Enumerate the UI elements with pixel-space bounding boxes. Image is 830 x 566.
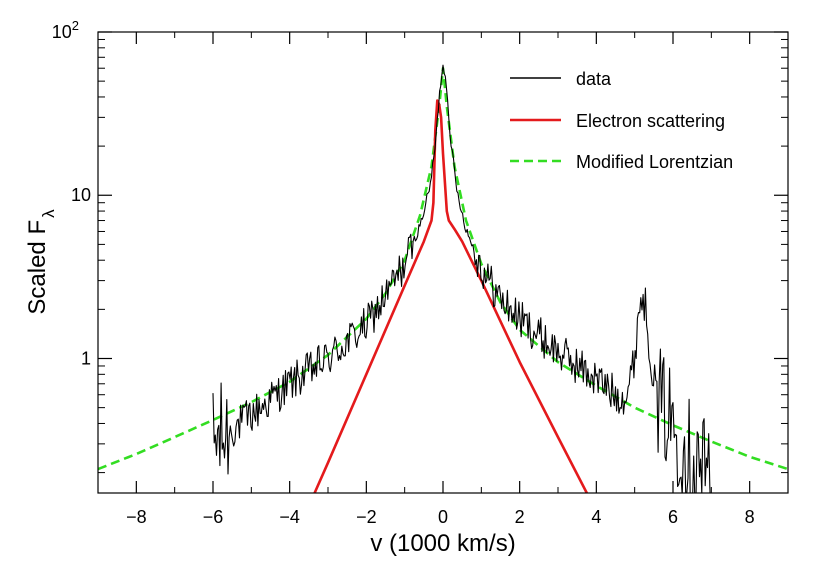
legend-label-data: data <box>576 69 612 89</box>
minor-ticks <box>97 32 789 493</box>
y-axis-label-main: Scaled F <box>24 220 51 315</box>
x-tick-label: 0 <box>438 507 448 527</box>
x-tick-label: 6 <box>668 507 678 527</box>
y-tick-label-exponent: 2 <box>72 18 79 33</box>
series-layer <box>98 64 788 493</box>
x-tick-label: −8 <box>126 507 147 527</box>
legend: data Electron scattering Modified Lorent… <box>510 69 733 172</box>
plot-frame <box>97 31 789 494</box>
x-tick-label: 8 <box>745 507 755 527</box>
x-tick-label: 4 <box>591 507 601 527</box>
legend-label-electron-scattering: Electron scattering <box>576 111 725 131</box>
x-tick-label: 2 <box>515 507 525 527</box>
x-tick-label: −2 <box>356 507 377 527</box>
y-tick-label: 10 <box>71 185 91 205</box>
y-axis-label-subscript: λ <box>39 209 58 218</box>
y-tick-label-base: 10 <box>52 22 72 42</box>
y-tick-label: 1 <box>81 348 91 368</box>
series-line-electron-scattering <box>313 99 588 493</box>
series-line-data <box>212 64 711 493</box>
x-tick-label: −6 <box>203 507 224 527</box>
y-axis-label: Scaled F λ <box>24 209 58 315</box>
x-axis-label: v (1000 km/s) <box>370 530 515 557</box>
y-tick-label: 102 <box>52 18 79 42</box>
legend-label-modified-lorentzian: Modified Lorentzian <box>576 152 733 172</box>
x-tick-label: −4 <box>279 507 300 527</box>
